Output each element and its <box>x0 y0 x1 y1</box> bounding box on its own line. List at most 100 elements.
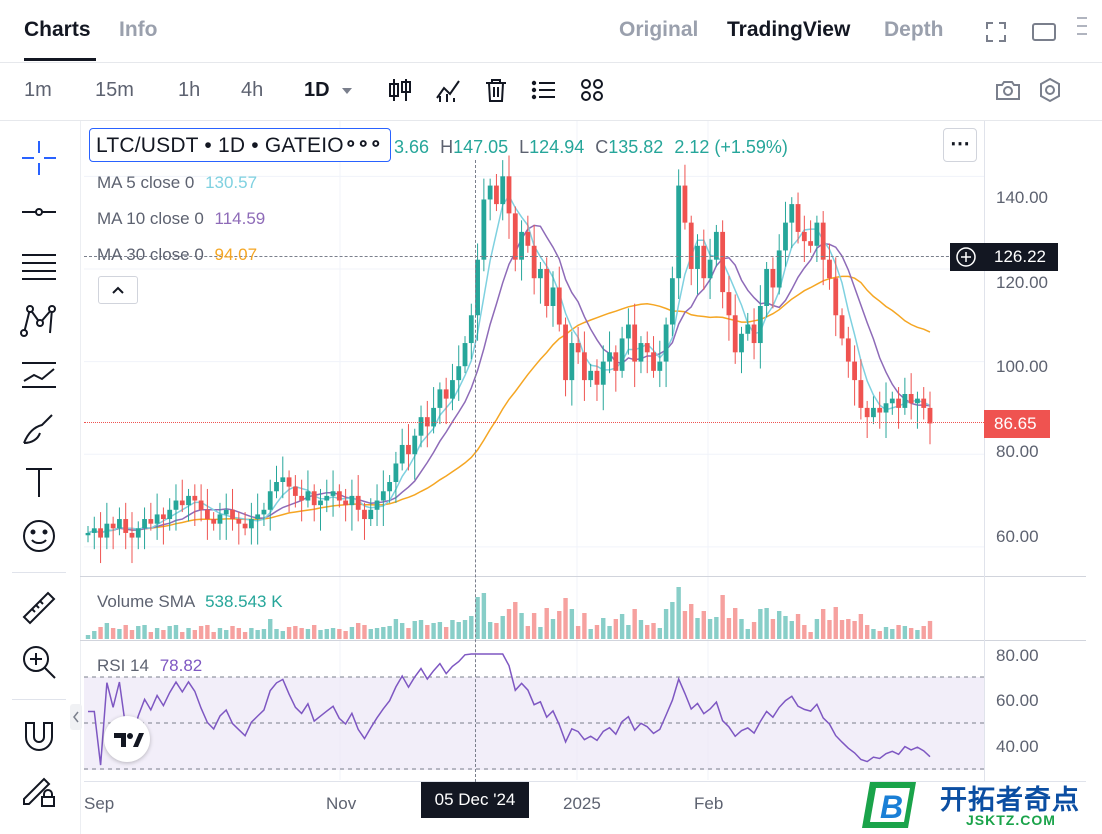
volume-bar <box>676 587 681 639</box>
timeframe-4h[interactable]: 4h <box>241 79 264 101</box>
price-axis-label: 80.00 <box>996 442 1039 461</box>
timeframe-1h[interactable]: 1h <box>178 79 201 101</box>
magnet-icon[interactable] <box>18 715 60 757</box>
ma5-label: MA 5 close 0 <box>97 173 195 192</box>
crosshair-icon[interactable] <box>18 137 60 179</box>
volume-bar <box>544 608 549 639</box>
volume-bar <box>707 619 713 639</box>
fullscreen-icon[interactable] <box>984 20 1008 44</box>
candle-body <box>123 519 129 533</box>
volume-bar <box>462 620 468 639</box>
candle-body <box>217 514 223 524</box>
volume-bar <box>230 626 235 639</box>
chevron-down-icon[interactable] <box>341 86 353 96</box>
volume-bar <box>525 626 531 639</box>
ma5-legend[interactable]: MA 5 close 0 130.57 <box>97 173 257 193</box>
timeframe-1m[interactable]: 1m <box>24 79 52 101</box>
candle-body <box>556 287 562 325</box>
time-axis-label: Sep <box>84 794 115 813</box>
ma30-legend[interactable]: MA 30 close 0 94.07 <box>97 245 257 265</box>
volume-legend[interactable]: Volume SMA 538.543 K <box>97 592 283 612</box>
brush-icon[interactable] <box>18 407 60 449</box>
settings-icon[interactable] <box>1036 76 1064 104</box>
volume-bar <box>136 626 141 639</box>
candle-body <box>186 495 191 506</box>
candle-body <box>142 519 147 529</box>
candle-body <box>192 495 198 501</box>
active-tab-underline <box>24 58 96 61</box>
collapse-panel-icon[interactable] <box>70 704 82 730</box>
volume-bar <box>896 625 901 639</box>
tab-info[interactable]: Info <box>119 18 158 41</box>
view-tradingview[interactable]: TradingView <box>727 18 851 41</box>
top-bar: Charts Info Original TradingView Depth <box>0 0 1102 63</box>
menu-handle-icon[interactable] <box>1074 14 1088 38</box>
collapse-legend-button[interactable] <box>98 276 138 304</box>
candles-icon[interactable] <box>386 76 414 104</box>
candle-body <box>204 509 210 520</box>
layout-grid-icon[interactable] <box>578 76 606 104</box>
trash-icon[interactable] <box>482 76 510 104</box>
projection-icon[interactable] <box>18 353 60 395</box>
volume-bar <box>645 625 650 639</box>
last-price-line <box>84 422 984 423</box>
lock-drawing-icon[interactable] <box>18 769 60 811</box>
ma10-legend[interactable]: MA 10 close 0 114.59 <box>97 209 265 229</box>
indicators-icon[interactable] <box>434 76 462 104</box>
volume-bar <box>582 613 587 639</box>
volume-bar <box>619 614 625 639</box>
tradingview-logo[interactable] <box>104 716 150 762</box>
volume-bar <box>186 628 191 639</box>
pattern-icon[interactable] <box>18 299 60 341</box>
candle-body <box>682 185 688 223</box>
volume-bar <box>92 631 97 639</box>
rsi-legend[interactable]: RSI 14 78.82 <box>97 656 202 676</box>
candle-body <box>644 343 650 353</box>
more-options-button[interactable]: ⋯ <box>943 128 977 162</box>
ohlc-close: 135.82 <box>608 137 664 157</box>
volume-bar <box>431 623 436 639</box>
volume-bar <box>657 628 663 639</box>
text-icon[interactable] <box>18 461 60 503</box>
timeframe-1d[interactable]: 1D <box>304 79 330 101</box>
volume-bar <box>312 625 317 639</box>
camera-icon[interactable] <box>994 76 1022 104</box>
ruler-icon[interactable] <box>18 587 60 629</box>
ma30-path <box>87 275 931 534</box>
window-icon[interactable] <box>1031 20 1057 44</box>
volume-bar <box>129 630 135 639</box>
list-icon[interactable] <box>530 76 558 104</box>
timeframe-15m[interactable]: 15m <box>95 79 134 101</box>
add-alert-button[interactable] <box>950 243 984 271</box>
candle-body <box>135 528 141 538</box>
view-original[interactable]: Original <box>619 18 699 41</box>
candle-body <box>450 380 455 399</box>
symbol-legend[interactable]: LTC/USDT • 1D • GATEIO ∘∘∘ <box>89 128 391 162</box>
candle-body <box>808 241 814 246</box>
candle-body <box>776 250 782 288</box>
volume-bar <box>381 627 386 639</box>
volume-bar <box>601 618 606 639</box>
candle-body <box>833 278 839 316</box>
volume-bar <box>607 626 612 639</box>
tab-charts[interactable]: Charts <box>24 18 91 41</box>
symbol-options[interactable]: ∘∘∘ <box>344 133 382 155</box>
price-axis-label: 100.00 <box>996 357 1048 376</box>
candle-body <box>487 185 493 200</box>
view-depth[interactable]: Depth <box>884 18 944 41</box>
zoom-in-icon[interactable] <box>18 641 60 683</box>
candle-body <box>820 222 826 260</box>
candle-body <box>676 185 682 279</box>
trend-line-icon[interactable] <box>18 191 60 233</box>
volume-bar <box>789 621 794 639</box>
volume-bar <box>613 619 619 639</box>
volume-bar <box>110 628 116 639</box>
logo-site-text: JSKTZ.COM <box>966 812 1056 828</box>
volume-bar <box>852 621 857 639</box>
emoji-icon[interactable] <box>18 515 60 557</box>
fib-lines-icon[interactable] <box>18 245 60 287</box>
candle-body <box>713 231 719 260</box>
volume-bar <box>261 629 267 639</box>
volume-bar <box>85 635 91 639</box>
